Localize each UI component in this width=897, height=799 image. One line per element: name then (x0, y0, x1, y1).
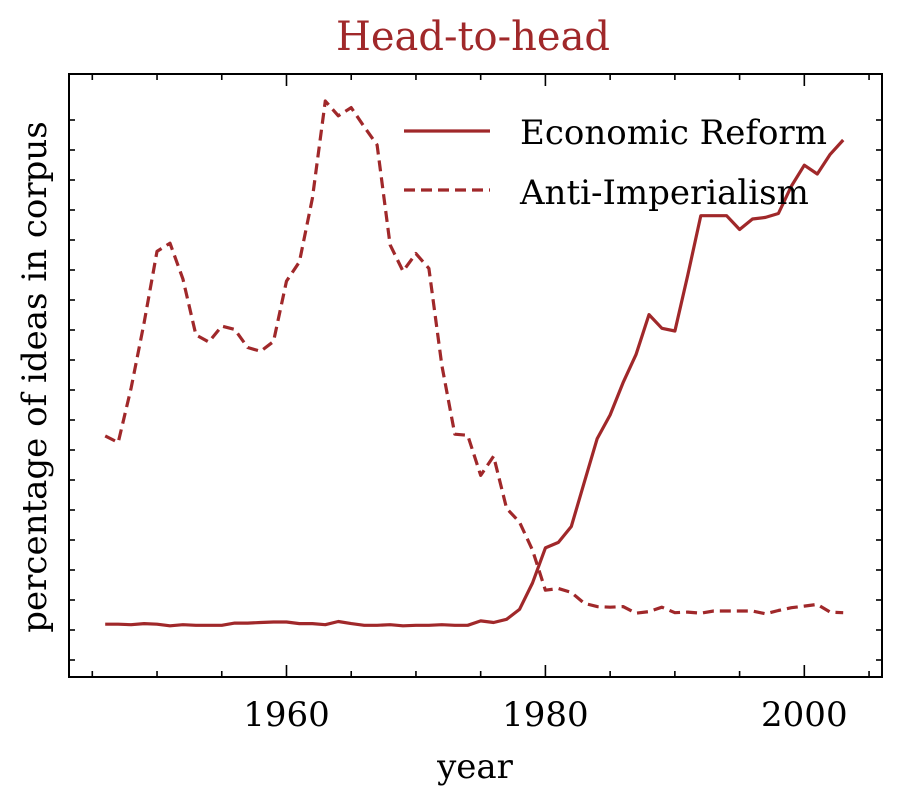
x-tick-labels: 1960 1980 2000 (243, 695, 847, 735)
x-tick-label: 1960 (243, 695, 330, 735)
y-axis-label: percentage of ideas in corpus (15, 121, 55, 632)
x-tick-label: 2000 (761, 695, 848, 735)
plot-frame (68, 73, 883, 678)
series-line-economic-reform (105, 138, 845, 628)
x-axis-label: year (436, 747, 514, 787)
legend-label-economic-reform: Economic Reform (520, 113, 827, 153)
axis-ticks (69, 74, 882, 677)
x-tick-label: 1980 (502, 695, 589, 735)
series-group (104, 99, 845, 628)
chart-title: Head-to-head (336, 14, 610, 60)
legend: Economic Reform Anti-Imperialism (404, 113, 827, 213)
series-line-anti-imperialism (104, 99, 844, 616)
legend-label-anti-imperialism: Anti-Imperialism (519, 173, 809, 213)
